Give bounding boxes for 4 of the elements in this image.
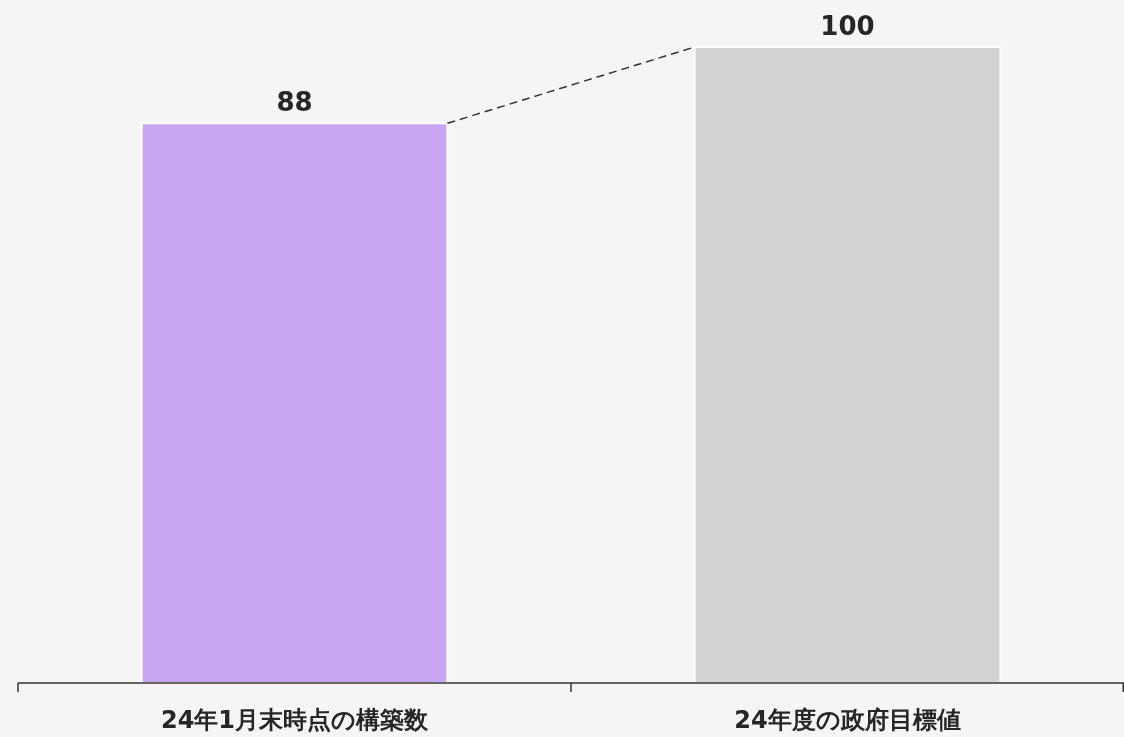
x-tick-label: 24年1月末時点の構築数: [160, 706, 430, 734]
x-tick-label: 24年度の政府目標値: [734, 706, 961, 734]
data-label: 100: [820, 11, 875, 41]
data-label: 88: [276, 87, 313, 118]
